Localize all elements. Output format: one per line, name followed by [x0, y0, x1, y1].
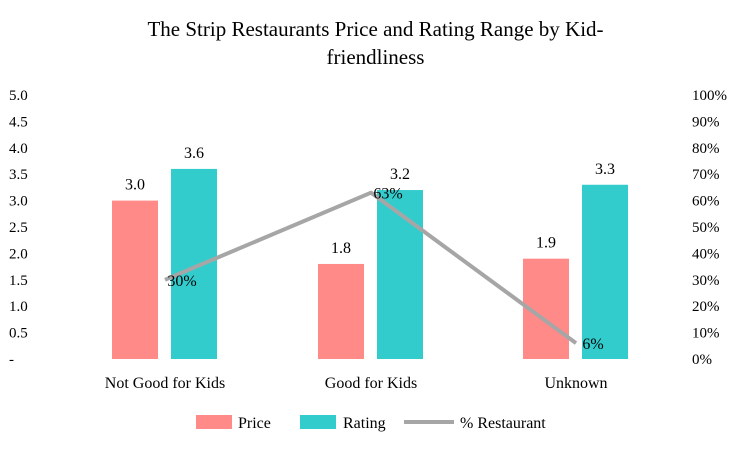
y-left-tick-label: 2.0 [9, 246, 28, 262]
y-left-tick-label: 3.0 [9, 194, 28, 210]
y-right-tick-label: 40% [692, 246, 720, 262]
bar-data-label: 1.9 [536, 235, 556, 252]
legend-swatch [300, 415, 336, 429]
y-right-tick-label: 100% [692, 88, 727, 104]
bar-price [112, 201, 158, 359]
bar-data-label: 3.3 [595, 161, 615, 178]
y-left-tick-label: 1.0 [9, 299, 28, 315]
legend: Price Rating % Restaurant [196, 415, 546, 432]
y-left-tick-label: 1.5 [9, 273, 28, 289]
bar-price [318, 264, 364, 359]
line-series [165, 193, 576, 344]
y-right-tick-label: 50% [692, 220, 720, 236]
bar-data-label: 3.2 [390, 166, 410, 183]
y-right-tick-label: 10% [692, 326, 720, 342]
x-category-label: Not Good for Kids [105, 375, 225, 392]
legend-swatch [196, 415, 232, 429]
line-data-label: 30% [167, 273, 196, 290]
line-percent-restaurant [165, 193, 576, 343]
legend-label: Price [238, 415, 271, 432]
y-left-tick-label: 5.0 [9, 88, 28, 104]
y-right-tick-label: 20% [692, 299, 720, 315]
x-category-label: Good for Kids [325, 375, 417, 392]
chart-title-line-1: The Strip Restaurants Price and Rating R… [147, 17, 603, 41]
y-left-tick-label: - [9, 352, 14, 368]
y-left-tick-label: 4.5 [9, 114, 28, 130]
x-category-label: Unknown [544, 375, 607, 392]
y-right-tick-label: 90% [692, 114, 720, 130]
y-right-tick-label: 0% [692, 352, 712, 368]
y-left-tick-label: 0.5 [9, 326, 28, 342]
legend-label: Rating [343, 415, 386, 432]
line-data-label: 6% [582, 336, 603, 353]
bar-rating [171, 169, 217, 359]
x-axis-categories: Not Good for Kids Good for Kids Unknown [105, 375, 608, 392]
y-right-tick-label: 80% [692, 141, 720, 157]
bar-data-label: 3.6 [184, 145, 204, 162]
y-left-tick-label: 4.0 [9, 141, 28, 157]
bar-rating [582, 185, 628, 359]
y-right-tick-label: 30% [692, 273, 720, 289]
bar-data-label: 1.8 [331, 240, 351, 257]
legend-label: % Restaurant [460, 415, 546, 432]
bar-series [112, 169, 628, 359]
chart-title-line-2: friendliness [327, 45, 425, 69]
y-left-tick-label: 2.5 [9, 220, 28, 236]
line-data-label: 63% [373, 186, 402, 203]
y-axis-right: 0% 10% 20% 30% 40% 50% 60% 70% 80% 90% 100% [692, 88, 727, 368]
y-right-tick-label: 60% [692, 194, 720, 210]
bar-data-label: 3.0 [125, 177, 145, 194]
y-right-tick-label: 70% [692, 167, 720, 183]
y-axis-left: - 0.5 1.0 1.5 2.0 2.5 3.0 3.5 4.0 4.5 5.0 [9, 88, 28, 368]
y-left-tick-label: 3.5 [9, 167, 28, 183]
